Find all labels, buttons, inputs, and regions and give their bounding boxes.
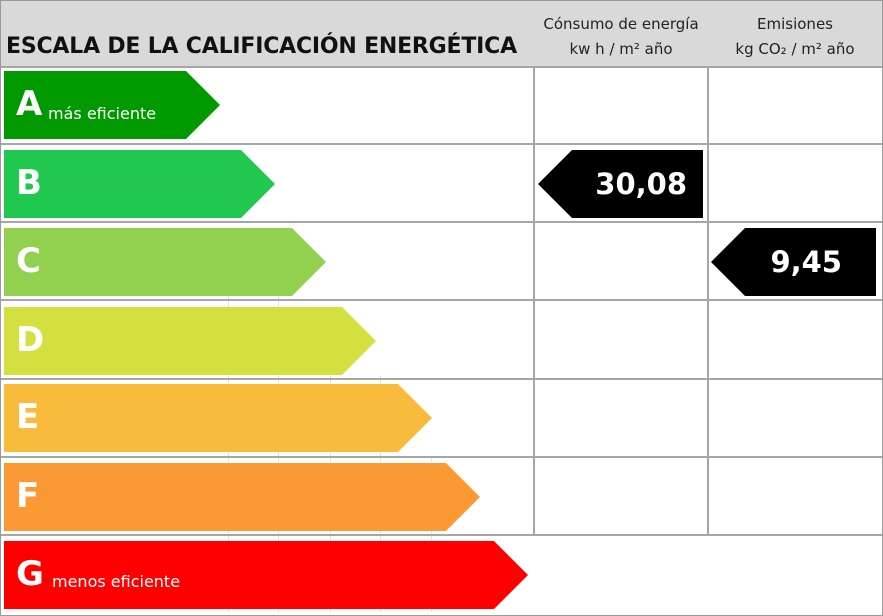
rating-caption: menos eficiente — [52, 572, 181, 591]
row-divider — [1, 66, 882, 68]
emissions-header-label: Emisiones — [757, 15, 833, 33]
rating-bar-b: B — [4, 150, 275, 218]
rating-bar-d: D — [4, 307, 376, 375]
rating-bar-e: E — [4, 384, 432, 452]
column-divider — [707, 66, 709, 535]
row-divider — [1, 456, 882, 458]
rating-arrow — [4, 541, 528, 609]
emissions-indicator: 9,45 — [711, 228, 876, 296]
rating-letter: F — [16, 476, 40, 516]
consumption-header: Cónsumo de energía kw h / m² año — [534, 12, 708, 62]
rating-arrow-shape — [4, 228, 326, 296]
rating-letter: D — [16, 320, 45, 360]
indicator-arrow — [711, 228, 876, 296]
rating-arrow — [4, 307, 376, 375]
rating-arrow — [4, 71, 220, 139]
row-divider — [1, 534, 882, 536]
column-divider — [533, 66, 535, 535]
indicator-arrow-shape — [538, 150, 703, 218]
consumption-header-unit: kw h / m² año — [569, 40, 673, 58]
consumption-header-label: Cónsumo de energía — [543, 15, 699, 33]
rating-arrow-shape — [4, 463, 480, 531]
rating-arrow — [4, 228, 326, 296]
emissions-header-unit: kg CO₂ / m² año — [735, 40, 855, 58]
rating-arrow — [4, 463, 480, 531]
rating-arrow-shape — [4, 150, 275, 218]
rating-arrow — [4, 384, 432, 452]
rating-arrow-shape — [4, 541, 528, 609]
rating-letter: G — [16, 554, 44, 594]
scale-title: ESCALA DE LA CALIFICACIÓN ENERGÉTICA — [6, 34, 517, 59]
rating-arrow-shape — [4, 71, 220, 139]
consumption-indicator: 30,08 — [538, 150, 703, 218]
rating-bar-f: F — [4, 463, 480, 531]
rating-bar-c: C — [4, 228, 326, 296]
row-divider — [1, 299, 882, 301]
rating-letter: B — [16, 163, 42, 203]
rating-arrow-shape — [4, 307, 376, 375]
row-divider — [1, 378, 882, 380]
rating-caption: más eficiente — [48, 104, 157, 123]
header-band — [1, 1, 882, 66]
row-divider — [1, 143, 882, 145]
rating-letter: C — [16, 241, 41, 281]
emissions-header: Emisiones kg CO₂ / m² año — [708, 12, 882, 62]
row-divider — [1, 221, 882, 223]
rating-arrow — [4, 150, 275, 218]
emissions-value: 9,45 — [770, 245, 842, 279]
consumption-value: 30,08 — [595, 167, 687, 201]
guide-line — [228, 296, 229, 612]
rating-letter: A — [16, 84, 43, 124]
guide-line — [278, 296, 279, 612]
indicator-arrow — [538, 150, 703, 218]
rating-letter: E — [16, 397, 40, 437]
rating-arrow-shape — [4, 384, 432, 452]
rating-bar-g: G menos eficiente — [4, 541, 528, 609]
indicator-arrow-shape — [711, 228, 876, 296]
rating-bar-a: A más eficiente — [4, 71, 220, 139]
